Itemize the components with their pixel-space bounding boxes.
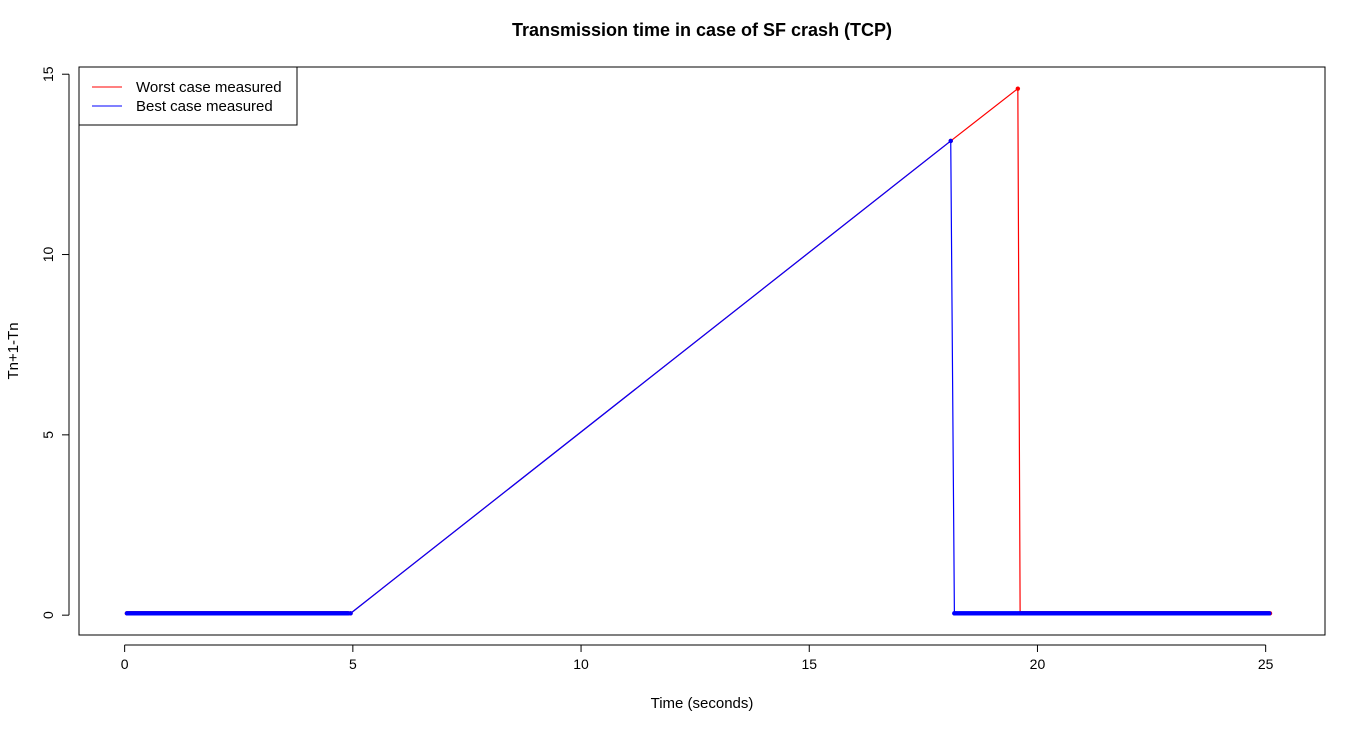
series-layer bbox=[124, 86, 1273, 616]
data-point bbox=[1015, 86, 1021, 91]
series-best-case bbox=[124, 138, 1272, 616]
x-tick-label: 20 bbox=[1030, 656, 1046, 672]
x-tick-label: 0 bbox=[121, 656, 129, 672]
x-tick-label: 25 bbox=[1258, 656, 1274, 672]
plot-frame bbox=[78, 66, 1326, 636]
legend-label-best-case: Best case measured bbox=[136, 98, 273, 115]
y-axis: 0 5 10 15 bbox=[40, 66, 70, 619]
series-line-best-case bbox=[350, 139, 955, 614]
x-tick-label: 5 bbox=[349, 656, 357, 672]
x-axis-label: Time (seconds) bbox=[651, 695, 754, 712]
x-tick-label: 10 bbox=[573, 656, 589, 672]
chart-title: Transmission time in case of SF crash (T… bbox=[512, 20, 892, 40]
y-axis-label: Tn+1-Tn bbox=[5, 322, 22, 379]
x-tick-label: 15 bbox=[801, 656, 817, 672]
x-axis: 0 5 10 15 20 25 bbox=[121, 644, 1274, 672]
legend: Worst case measured Best case measured bbox=[78, 66, 298, 126]
data-point bbox=[948, 138, 953, 144]
y-tick-label: 10 bbox=[40, 247, 56, 263]
data-point bbox=[348, 611, 353, 616]
y-tick-label: 0 bbox=[40, 611, 56, 619]
data-point bbox=[1267, 611, 1272, 616]
y-tick-label: 15 bbox=[40, 66, 56, 82]
series-worst-case bbox=[124, 86, 1273, 616]
y-tick-label: 5 bbox=[40, 431, 56, 439]
legend-box bbox=[78, 66, 298, 126]
legend-label-worst-case: Worst case measured bbox=[136, 79, 282, 96]
